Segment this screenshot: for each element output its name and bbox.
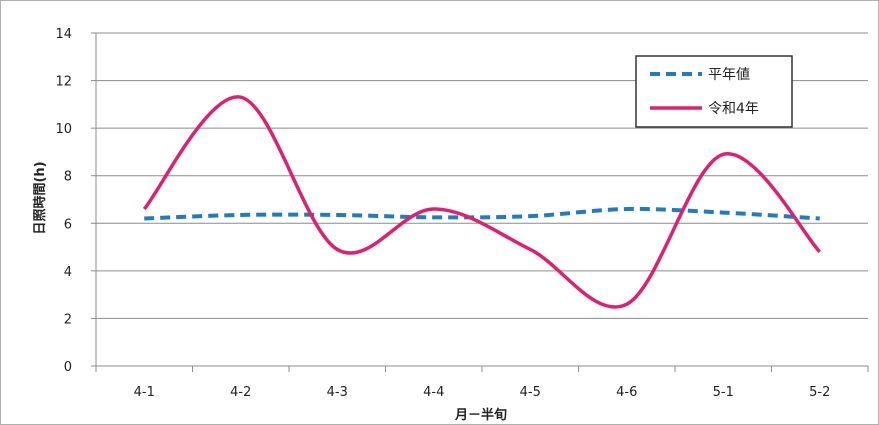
legend-box — [635, 55, 793, 128]
y-tick-label: 14 — [55, 27, 72, 42]
x-tick-label: 4-3 — [327, 385, 348, 400]
series-line-0 — [144, 206, 820, 221]
legend-label: 平年値 — [708, 67, 750, 83]
y-tick-label: 2 — [64, 312, 72, 327]
x-tick-label: 5-1 — [713, 385, 734, 400]
legend-label: 令和4年 — [708, 101, 759, 117]
x-tick-label: 4-1 — [134, 385, 155, 400]
x-tick-label: 4-6 — [616, 385, 637, 400]
y-tick-label: 10 — [55, 122, 72, 137]
data-point — [432, 216, 435, 219]
x-tick-label: 4-2 — [230, 385, 251, 400]
data-point — [722, 211, 725, 214]
y-tick-label: 0 — [64, 360, 72, 375]
data-point — [818, 250, 821, 253]
x-axis-title: 月－半旬 — [454, 407, 507, 423]
data-point — [625, 303, 628, 306]
series-layer — [142, 95, 822, 309]
data-point — [818, 217, 821, 220]
data-point — [625, 208, 628, 211]
data-point — [239, 96, 242, 99]
data-point — [336, 248, 339, 251]
y-tick-label: 8 — [64, 170, 72, 185]
data-point — [432, 208, 435, 211]
data-point — [143, 217, 146, 220]
x-tick-label: 4-4 — [423, 385, 444, 400]
x-axis: 4-1 4-2 4-3 4-4 4-5 4-6 5-1 5-2 — [95, 365, 869, 400]
data-point — [529, 215, 532, 218]
y-axis-title: 日照時間(h) — [32, 161, 48, 234]
series-line-1 — [142, 95, 822, 309]
y-axis: 0 2 4 6 8 10 12 14 — [55, 27, 97, 375]
x-tick-label: 4-5 — [520, 385, 541, 400]
y-tick-label: 12 — [55, 75, 72, 90]
data-point — [529, 248, 532, 251]
data-point — [239, 213, 242, 216]
data-point — [336, 213, 339, 216]
y-tick-label: 4 — [64, 265, 72, 280]
data-point — [722, 153, 725, 156]
y-tick-label: 6 — [64, 217, 72, 232]
x-tick-label: 5-2 — [809, 385, 830, 400]
data-point — [143, 208, 146, 211]
